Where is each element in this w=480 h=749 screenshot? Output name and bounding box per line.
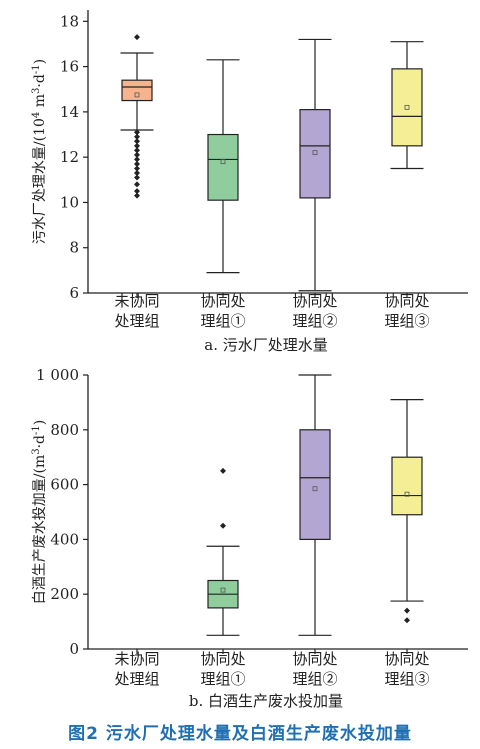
- outlier-point: [134, 192, 140, 199]
- x-tick-label: 协同处: [200, 650, 245, 668]
- outlier-point: [404, 617, 410, 624]
- y-axis-label: 污水厂处理水量/(104 m3·d-1): [31, 59, 48, 244]
- x-tick-label: 理组③: [384, 312, 429, 330]
- box: [391, 456, 423, 516]
- outlier-point: [134, 160, 140, 167]
- outlier-point: [134, 34, 140, 41]
- y-axis-label-superscript: -1: [31, 64, 42, 74]
- y-tick-label: 18: [60, 12, 79, 30]
- mean-marker: [134, 92, 140, 98]
- outlier-point: [134, 156, 140, 163]
- y-tick-label: 200: [50, 585, 79, 603]
- box: [121, 79, 153, 102]
- outlier-point: [404, 607, 410, 614]
- outlier-point: [134, 133, 140, 140]
- y-axis-label: 白酒生产废水投加量/(m3·d-1): [31, 420, 48, 604]
- y-axis-label-superscript: 3: [31, 88, 42, 94]
- y-tick-label: 600: [50, 476, 79, 494]
- box: [299, 109, 331, 199]
- y-tick-label: 6: [69, 284, 79, 302]
- mean-marker: [312, 150, 318, 156]
- y-axis-label-part: ·d: [32, 435, 48, 448]
- y-tick-label: 10: [60, 193, 79, 211]
- box-group: [206, 59, 240, 274]
- y-tick-label: 16: [60, 58, 79, 76]
- box-group: [206, 467, 240, 636]
- outlier-point: [134, 170, 140, 177]
- mean-marker: [220, 159, 226, 165]
- outlier-point: [134, 138, 140, 145]
- x-tick-label: 理组②: [292, 670, 337, 688]
- y-axis-label-superscript: 4: [31, 112, 42, 118]
- y-tick-label: 8: [69, 239, 79, 257]
- y-axis-label-part: ): [32, 420, 48, 425]
- outlier-point: [134, 165, 140, 172]
- outlier-point: [134, 181, 140, 188]
- x-tick-label: 处理组: [114, 312, 159, 330]
- box-group: [298, 38, 332, 292]
- box-group: [390, 41, 424, 170]
- mean-marker: [220, 587, 226, 593]
- y-tick-label: 400: [50, 530, 79, 548]
- x-tick-label: 未协同: [114, 292, 159, 310]
- box: [391, 68, 423, 147]
- mean-marker: [404, 104, 410, 110]
- y-axis-label-part: ): [32, 59, 48, 64]
- y-tick-label: 1 000: [36, 366, 79, 384]
- y-tick-label: 12: [60, 148, 79, 166]
- x-tick-label: 协同处: [292, 650, 337, 668]
- mean-marker: [312, 486, 318, 492]
- y-tick-label: 800: [50, 421, 79, 439]
- outlier-point: [220, 522, 226, 529]
- x-tick-label: 协同处: [384, 650, 429, 668]
- outlier-point: [134, 129, 140, 136]
- outlier-point: [134, 174, 140, 181]
- y-axis-label-superscript: 3: [31, 448, 42, 454]
- panel-subtitle: a. 污水厂处理水量: [204, 336, 327, 354]
- y-axis-label-part: ·d: [32, 74, 48, 87]
- box-group: [120, 34, 154, 199]
- y-axis-label-part: m: [32, 94, 48, 112]
- mean-marker: [404, 491, 410, 497]
- x-tick-label: 协同处: [384, 292, 429, 310]
- x-tick-label: 协同处: [200, 292, 245, 310]
- outlier-point: [134, 147, 140, 154]
- outlier-point: [134, 151, 140, 158]
- x-tick-label: 理组③: [384, 670, 429, 688]
- x-tick-label: 协同处: [292, 292, 337, 310]
- x-tick-label: 未协同: [114, 650, 159, 668]
- x-tick-label: 理组①: [200, 670, 245, 688]
- outlier-point: [220, 467, 226, 474]
- box: [207, 133, 239, 201]
- x-tick-label: 理组①: [200, 312, 245, 330]
- x-tick-label: 理组②: [292, 312, 337, 330]
- y-tick-label: 14: [60, 103, 79, 121]
- outlier-point: [134, 188, 140, 195]
- x-tick-label: 处理组: [114, 670, 159, 688]
- box: [299, 429, 331, 540]
- outlier-point: [134, 142, 140, 149]
- y-axis-label-superscript: -1: [31, 425, 42, 435]
- y-axis-label-part: 污水厂处理水量/(10: [32, 118, 48, 244]
- y-tick-label: 0: [69, 640, 79, 658]
- box-group: [390, 399, 424, 624]
- box-group: [298, 374, 332, 636]
- figure-caption: 图2 污水厂处理水量及白酒生产废水投加量: [68, 724, 412, 744]
- panel-subtitle: b. 白酒生产废水投加量: [189, 692, 343, 710]
- y-axis-label-part: 白酒生产废水投加量/(m: [32, 455, 48, 604]
